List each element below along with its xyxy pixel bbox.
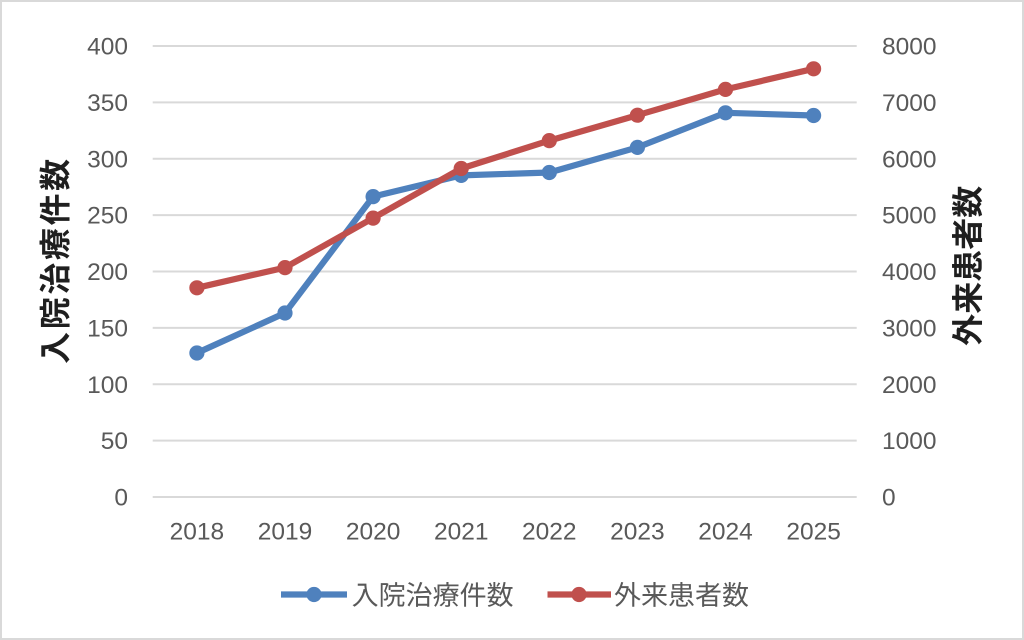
svg-text:100: 100 bbox=[87, 372, 128, 399]
svg-text:2000: 2000 bbox=[882, 372, 937, 399]
svg-text:2022: 2022 bbox=[522, 519, 577, 546]
svg-text:4000: 4000 bbox=[882, 259, 937, 286]
svg-text:7000: 7000 bbox=[882, 90, 937, 117]
svg-text:350: 350 bbox=[87, 90, 128, 117]
svg-text:2025: 2025 bbox=[786, 519, 841, 546]
svg-text:250: 250 bbox=[87, 203, 128, 230]
svg-text:3000: 3000 bbox=[882, 315, 937, 342]
svg-text:200: 200 bbox=[87, 259, 128, 286]
svg-text:2019: 2019 bbox=[258, 519, 313, 546]
svg-text:50: 50 bbox=[101, 428, 128, 455]
svg-text:2024: 2024 bbox=[698, 519, 753, 546]
svg-text:300: 300 bbox=[87, 146, 128, 173]
svg-text:0: 0 bbox=[114, 485, 128, 512]
svg-text:2018: 2018 bbox=[170, 519, 225, 546]
svg-text:0: 0 bbox=[882, 485, 896, 512]
svg-text:2020: 2020 bbox=[346, 519, 401, 546]
svg-text:6000: 6000 bbox=[882, 146, 937, 173]
svg-text:1000: 1000 bbox=[882, 428, 937, 455]
svg-text:2021: 2021 bbox=[434, 519, 489, 546]
svg-text:5000: 5000 bbox=[882, 203, 937, 230]
svg-text:2023: 2023 bbox=[610, 519, 665, 546]
svg-text:8000: 8000 bbox=[882, 34, 937, 61]
svg-text:400: 400 bbox=[87, 34, 128, 61]
svg-text:150: 150 bbox=[87, 315, 128, 342]
